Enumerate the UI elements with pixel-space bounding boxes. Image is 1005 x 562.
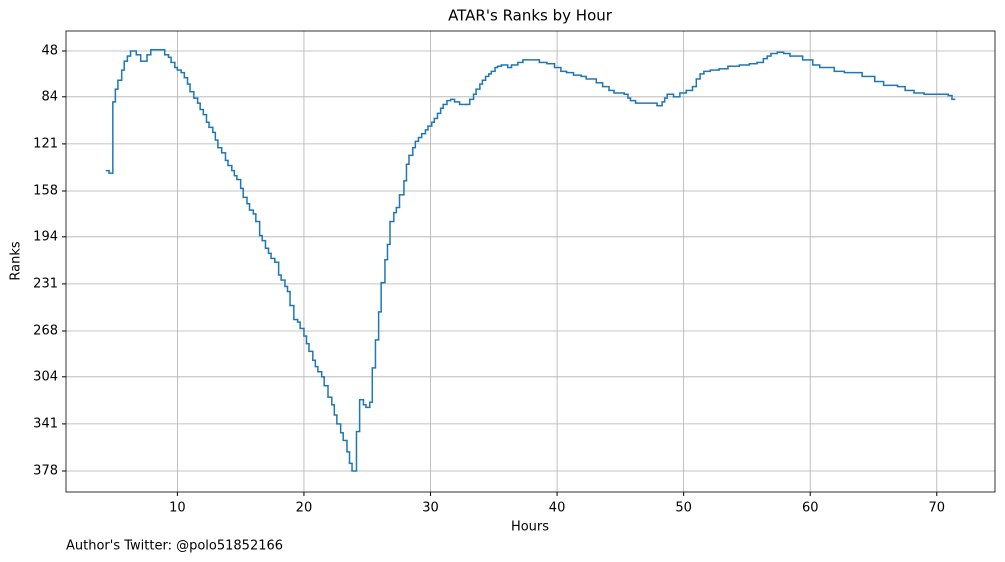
y-tick-label: 48 — [41, 43, 58, 58]
x-tick-label: 40 — [549, 501, 566, 516]
y-tick-label: 304 — [33, 369, 58, 384]
x-axis-label: Hours — [511, 520, 549, 535]
chart-title: ATAR's Ranks by Hour — [448, 7, 613, 25]
plot-frame — [65, 30, 996, 493]
y-tick-label: 158 — [33, 183, 58, 198]
x-tick-label: 20 — [296, 501, 313, 516]
footnote: Author's Twitter: @polo51852166 — [66, 539, 283, 554]
y-tick-label: 84 — [41, 89, 58, 104]
x-tick-label: 60 — [802, 501, 819, 516]
y-tick-label: 194 — [33, 229, 58, 244]
x-tick-label: 10 — [169, 501, 186, 516]
y-tick-label: 121 — [33, 136, 58, 151]
y-tick-label: 341 — [33, 416, 58, 431]
y-tick-label: 231 — [33, 276, 58, 291]
x-tick-label: 50 — [675, 501, 692, 516]
y-tick-label: 268 — [33, 323, 58, 338]
y-axis-label: Ranks — [9, 241, 24, 280]
y-tick-label: 378 — [33, 463, 58, 478]
x-tick-label: 70 — [929, 501, 946, 516]
x-tick-label: 30 — [422, 501, 439, 516]
